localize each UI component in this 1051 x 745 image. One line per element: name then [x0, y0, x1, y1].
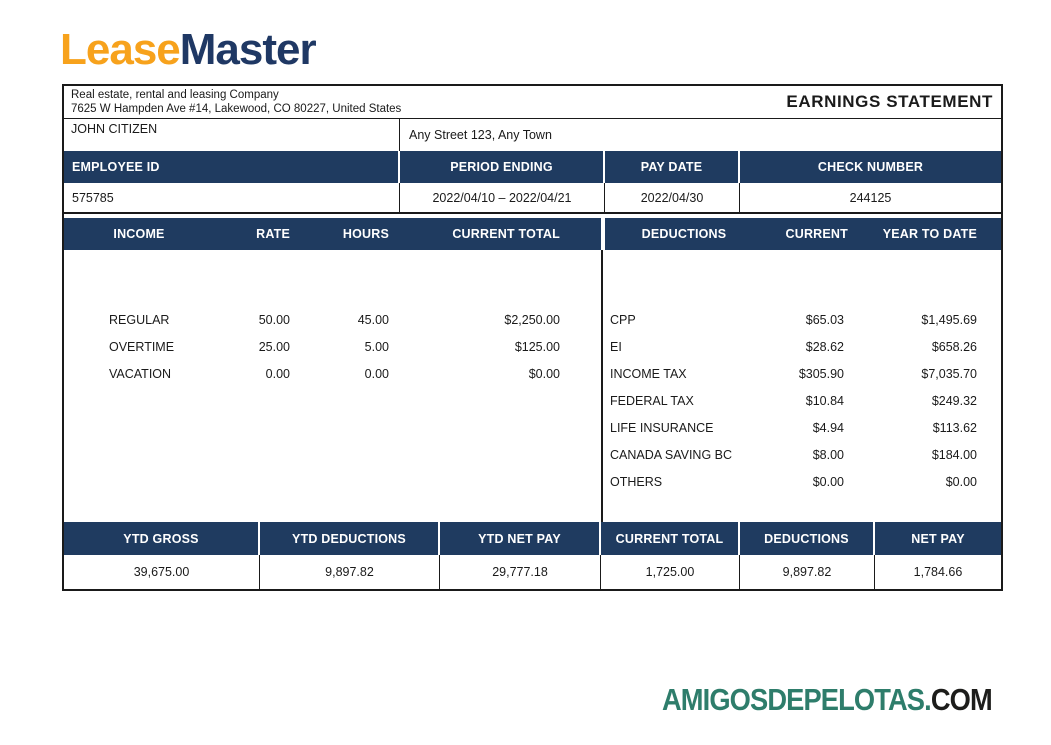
deductions-header-group: DEDUCTIONS CURRENT YEAR TO DATE — [605, 218, 1001, 250]
deduction-current: $65.03 — [805, 312, 844, 327]
hours-column-header: HOURS — [342, 227, 389, 241]
period-ending-header: PERIOD ENDING — [400, 151, 605, 183]
ytd-net-pay-header: YTD NET PAY — [440, 522, 601, 555]
employee-row: JOHN CITIZEN Any Street 123, Any Town — [64, 119, 1001, 151]
leasemaster-logo: LeaseMaster — [60, 25, 317, 74]
logo-text-master: Master — [179, 25, 317, 74]
income-current-total: $2,250.00 — [504, 312, 560, 327]
income-row-regular: REGULAR 50.00 45.00 $2,250.00 — [64, 306, 601, 333]
deduction-ytd: $1,495.69 — [921, 312, 977, 327]
deduction-row-life-insurance: LIFE INSURANCE $4.94 $113.62 — [603, 414, 1001, 441]
company-info: Real estate, rental and leasing Company … — [64, 86, 786, 118]
current-total-column-header: CURRENT TOTAL — [452, 227, 560, 241]
deductions-column-header: DEDUCTIONS — [641, 227, 727, 241]
deductions-summary-value: 9,897.82 — [740, 555, 875, 589]
deduction-label: CPP — [610, 312, 636, 327]
deduction-current: $8.00 — [812, 447, 844, 462]
deduction-ytd: $113.62 — [932, 420, 977, 435]
income-label: OVERTIME — [109, 339, 175, 354]
company-description: Real estate, rental and leasing Company — [71, 89, 279, 101]
logo-text-lease: Lease — [60, 25, 181, 74]
income-current-total: $125.00 — [514, 339, 560, 354]
income-current-total: $0.00 — [528, 366, 560, 381]
income-column-header: INCOME — [113, 227, 165, 241]
company-address: 7625 W Hampden Ave #14, Lakewood, CO 802… — [71, 103, 402, 115]
ytd-gross-header: YTD GROSS — [64, 522, 260, 555]
site-watermark: AMIGOSDEPELOTAS.COM — [662, 682, 993, 717]
current-total-summary-value: 1,725.00 — [601, 555, 740, 589]
meta-header-row: EMPLOYEE ID PERIOD ENDING PAY DATE CHECK… — [64, 151, 1001, 183]
deduction-row-cpp: CPP $65.03 $1,495.69 — [603, 306, 1001, 333]
deduction-ytd: $249.32 — [931, 393, 977, 408]
check-number-value: 244125 — [849, 190, 892, 205]
income-hours: 0.00 — [364, 366, 389, 381]
section-gap — [64, 214, 1001, 218]
ytd-net-pay-value: 29,777.18 — [440, 555, 601, 589]
deduction-current: $305.90 — [798, 366, 844, 381]
table-body: REGULAR 50.00 45.00 $2,250.00 OVERTIME 2… — [64, 250, 1001, 522]
income-header-group: INCOME RATE HOURS CURRENT TOTAL — [64, 218, 601, 250]
deduction-current: $0.00 — [812, 474, 844, 489]
income-body: REGULAR 50.00 45.00 $2,250.00 OVERTIME 2… — [64, 250, 601, 522]
income-hours: 45.00 — [357, 312, 389, 327]
deduction-row-others: OTHERS $0.00 $0.00 — [603, 468, 1001, 495]
deduction-ytd: $184.00 — [931, 447, 977, 462]
summary-header-row: YTD GROSS YTD DEDUCTIONS YTD NET PAY CUR… — [64, 522, 1001, 555]
deduction-label: INCOME TAX — [610, 366, 687, 381]
watermark-name: AMIGOSDEPELOTAS. — [662, 682, 932, 717]
deduction-row-federal-tax: FEDERAL TAX $10.84 $249.32 — [603, 387, 1001, 414]
employee-id-header: EMPLOYEE ID — [64, 151, 400, 183]
deduction-label: FEDERAL TAX — [610, 393, 694, 408]
employee-address: Any Street 123, Any Town — [409, 128, 552, 142]
pay-date-value: 2022/04/30 — [605, 183, 740, 212]
check-number-header: CHECK NUMBER — [817, 160, 924, 174]
deductions-summary-header: DEDUCTIONS — [740, 522, 875, 555]
company-header-row: Real estate, rental and leasing Company … — [64, 86, 1001, 119]
income-rate: 25.00 — [258, 339, 290, 354]
income-row-overtime: OVERTIME 25.00 5.00 $125.00 — [64, 333, 601, 360]
net-pay-value: 1,784.66 — [913, 565, 963, 579]
summary-values-row: 39,675.00 9,897.82 29,777.18 1,725.00 9,… — [64, 555, 1001, 589]
income-rate: 0.00 — [265, 366, 290, 381]
deduction-label: EI — [610, 339, 622, 354]
income-label: REGULAR — [109, 312, 170, 327]
income-row-vacation: VACATION 0.00 0.00 $0.00 — [64, 360, 601, 387]
year-to-date-column-header: YEAR TO DATE — [882, 227, 977, 241]
income-hours: 5.00 — [364, 339, 389, 354]
meta-values-row: 575785 2022/04/10 – 2022/04/21 2022/04/3… — [64, 183, 1001, 214]
employee-id-value: 575785 — [64, 183, 400, 212]
deduction-row-canada-saving-bc: CANADA SAVING BC $8.00 $184.00 — [603, 441, 1001, 468]
statement-table: Real estate, rental and leasing Company … — [62, 84, 1003, 591]
header-divider — [601, 218, 605, 250]
current-column-header: CURRENT — [785, 227, 848, 241]
deduction-label: CANADA SAVING BC — [610, 447, 733, 462]
deduction-current: $4.94 — [812, 420, 844, 435]
watermark-tld: COM — [930, 682, 993, 717]
statement-title: EARNINGS STATEMENT — [786, 92, 993, 111]
table-header-row: INCOME RATE HOURS CURRENT TOTAL DEDUCTIO… — [64, 218, 1001, 250]
employee-name: JOHN CITIZEN — [64, 119, 400, 151]
rate-column-header: RATE — [256, 227, 290, 241]
net-pay-header: NET PAY — [911, 531, 965, 546]
ytd-deductions-value: 9,897.82 — [260, 555, 440, 589]
deductions-body: CPP $65.03 $1,495.69 EI $28.62 $658.26 I… — [601, 250, 1001, 522]
deduction-current: $10.84 — [805, 393, 844, 408]
deduction-label: OTHERS — [610, 474, 663, 489]
deduction-current: $28.62 — [805, 339, 844, 354]
income-label: VACATION — [109, 366, 172, 381]
deduction-ytd: $658.26 — [931, 339, 977, 354]
ytd-gross-value: 39,675.00 — [64, 555, 260, 589]
period-ending-value: 2022/04/10 – 2022/04/21 — [400, 183, 605, 212]
ytd-deductions-header: YTD DEDUCTIONS — [260, 522, 440, 555]
deduction-ytd: $0.00 — [945, 474, 977, 489]
pay-date-header: PAY DATE — [605, 151, 740, 183]
income-rate: 50.00 — [258, 312, 290, 327]
current-total-summary-header: CURRENT TOTAL — [601, 522, 740, 555]
deduction-ytd: $7,035.70 — [921, 366, 977, 381]
deduction-row-income-tax: INCOME TAX $305.90 $7,035.70 — [603, 360, 1001, 387]
deduction-row-ei: EI $28.62 $658.26 — [603, 333, 1001, 360]
deduction-label: LIFE INSURANCE — [610, 420, 714, 435]
